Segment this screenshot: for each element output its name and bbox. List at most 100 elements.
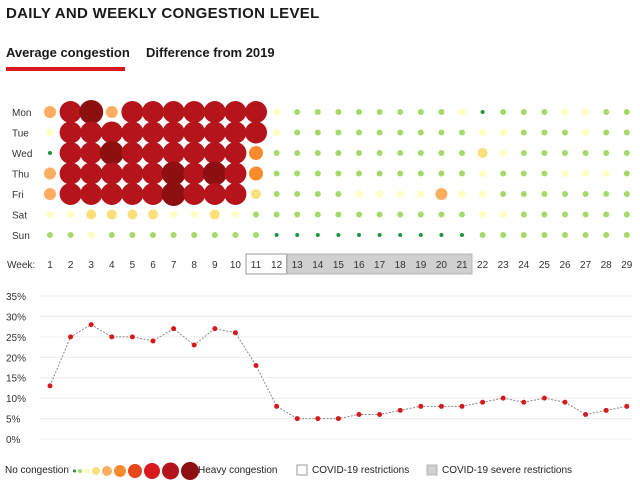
week-tick-26: 26 [559, 260, 571, 271]
dot-sat-week-10 [231, 211, 239, 218]
dot-thu-week-6 [142, 162, 164, 185]
dot-mon-week-7 [162, 101, 185, 123]
y-tick-10: 10% [6, 394, 26, 405]
dot-wed-week-4 [99, 141, 124, 165]
week-tick-4: 4 [109, 260, 115, 271]
dot-mon-week-19 [417, 109, 424, 115]
dot-sun-week-16 [357, 233, 361, 237]
line-point-week-19 [418, 403, 424, 409]
tab-difference-from-2019[interactable]: Difference from 2019 [146, 45, 275, 60]
dot-thu-week-8 [183, 162, 206, 185]
dot-tue-week-24 [520, 129, 527, 136]
dot-mon-week-18 [397, 109, 404, 115]
dot-sat-week-7 [170, 211, 178, 218]
line-point-week-16 [356, 411, 362, 417]
dot-sun-week-17 [377, 233, 382, 237]
y-tick-5: 5% [6, 415, 21, 426]
tab-average-congestion[interactable]: Average congestion [6, 45, 130, 60]
dot-sun-week-27 [582, 232, 589, 238]
dot-fri-week-6 [142, 183, 164, 205]
y-tick-0: 0% [6, 435, 21, 446]
dot-wed-week-3 [80, 142, 103, 164]
dot-thu-week-13 [294, 170, 301, 177]
dot-thu-week-11 [249, 166, 263, 181]
dot-wed-week-5 [121, 142, 144, 164]
week-tick-21: 21 [456, 260, 468, 271]
dot-fri-week-13 [294, 191, 301, 197]
legend-dot-level-3 [92, 467, 100, 475]
dot-fri-week-15 [335, 191, 342, 197]
dot-mon-week-8 [183, 101, 206, 123]
line-point-week-23 [500, 395, 506, 401]
line-point-week-8 [191, 342, 197, 348]
dot-thu-week-16 [356, 170, 362, 177]
week-tick-20: 20 [436, 260, 448, 271]
dot-fri-week-1 [44, 188, 56, 200]
dot-sat-week-8 [190, 211, 198, 218]
dot-tue-week-6 [142, 121, 164, 144]
line-point-week-25 [541, 395, 547, 401]
week-tick-10: 10 [230, 260, 242, 271]
dot-sat-week-21 [459, 211, 465, 218]
dot-fri-week-23 [500, 191, 507, 197]
dot-sat-week-16 [356, 211, 362, 218]
line-point-week-24 [521, 399, 527, 405]
dot-fri-week-17 [376, 190, 384, 198]
dot-sat-week-11 [253, 211, 259, 218]
line-point-week-10 [232, 330, 238, 336]
dot-thu-week-12 [273, 170, 280, 177]
dot-sun-week-6 [150, 232, 156, 238]
dot-wed-week-15 [335, 150, 342, 156]
dot-sat-week-4 [106, 209, 117, 220]
dot-thu-week-28 [602, 170, 610, 177]
dot-thu-week-26 [561, 170, 569, 177]
dot-fri-week-25 [541, 191, 548, 197]
dot-mon-week-9 [203, 101, 226, 123]
dot-tue-week-9 [203, 121, 226, 144]
dot-tue-week-11 [245, 121, 267, 144]
dot-wed-week-22 [477, 148, 488, 158]
dot-fri-week-29 [623, 191, 630, 197]
legend-dot-level-2 [84, 468, 90, 474]
dot-thu-week-27 [582, 170, 590, 177]
line-point-week-14 [315, 416, 321, 422]
week-tick-8: 8 [191, 260, 197, 271]
dot-wed-week-1 [48, 151, 52, 155]
dot-sat-week-13 [294, 211, 301, 218]
dot-fri-week-8 [183, 183, 206, 205]
line-point-week-26 [562, 399, 568, 405]
day-label-thu: Thu [12, 170, 29, 181]
dot-sat-week-27 [582, 211, 589, 218]
covid-severe-restrictions-band [286, 253, 473, 275]
dot-thu-week-4 [100, 162, 123, 185]
dot-mon-week-22 [480, 110, 485, 114]
dot-wed-week-24 [520, 150, 527, 156]
week-tick-9: 9 [212, 260, 218, 271]
dot-mon-week-11 [245, 101, 267, 123]
dot-sun-week-2 [67, 232, 74, 238]
line-point-week-2 [68, 334, 74, 340]
dot-thu-week-18 [397, 170, 404, 177]
dot-sun-week-11 [253, 232, 259, 238]
page-title: DAILY AND WEEKLY CONGESTION LEVEL [6, 5, 320, 22]
dot-sat-week-26 [562, 211, 568, 218]
week-tick-3: 3 [88, 260, 94, 271]
dot-sun-week-21 [460, 233, 464, 237]
dot-sat-week-17 [376, 211, 383, 218]
dot-tue-week-29 [623, 129, 630, 136]
dot-sat-week-12 [273, 211, 280, 218]
y-tick-20: 20% [6, 353, 26, 364]
week-tick-11: 11 [251, 260, 262, 271]
dot-mon-week-1 [44, 106, 56, 118]
legend-covid-restrictions-swatch [296, 464, 308, 476]
dot-mon-week-24 [520, 109, 527, 115]
dot-fri-week-2 [59, 183, 82, 205]
dot-fri-week-11 [251, 189, 261, 199]
line-point-week-18 [397, 407, 403, 413]
dot-sun-week-12 [274, 233, 279, 237]
line-point-week-15 [335, 416, 341, 422]
week-tick-27: 27 [580, 260, 592, 271]
dot-fri-week-4 [100, 183, 123, 205]
dot-thu-week-1 [44, 167, 56, 180]
